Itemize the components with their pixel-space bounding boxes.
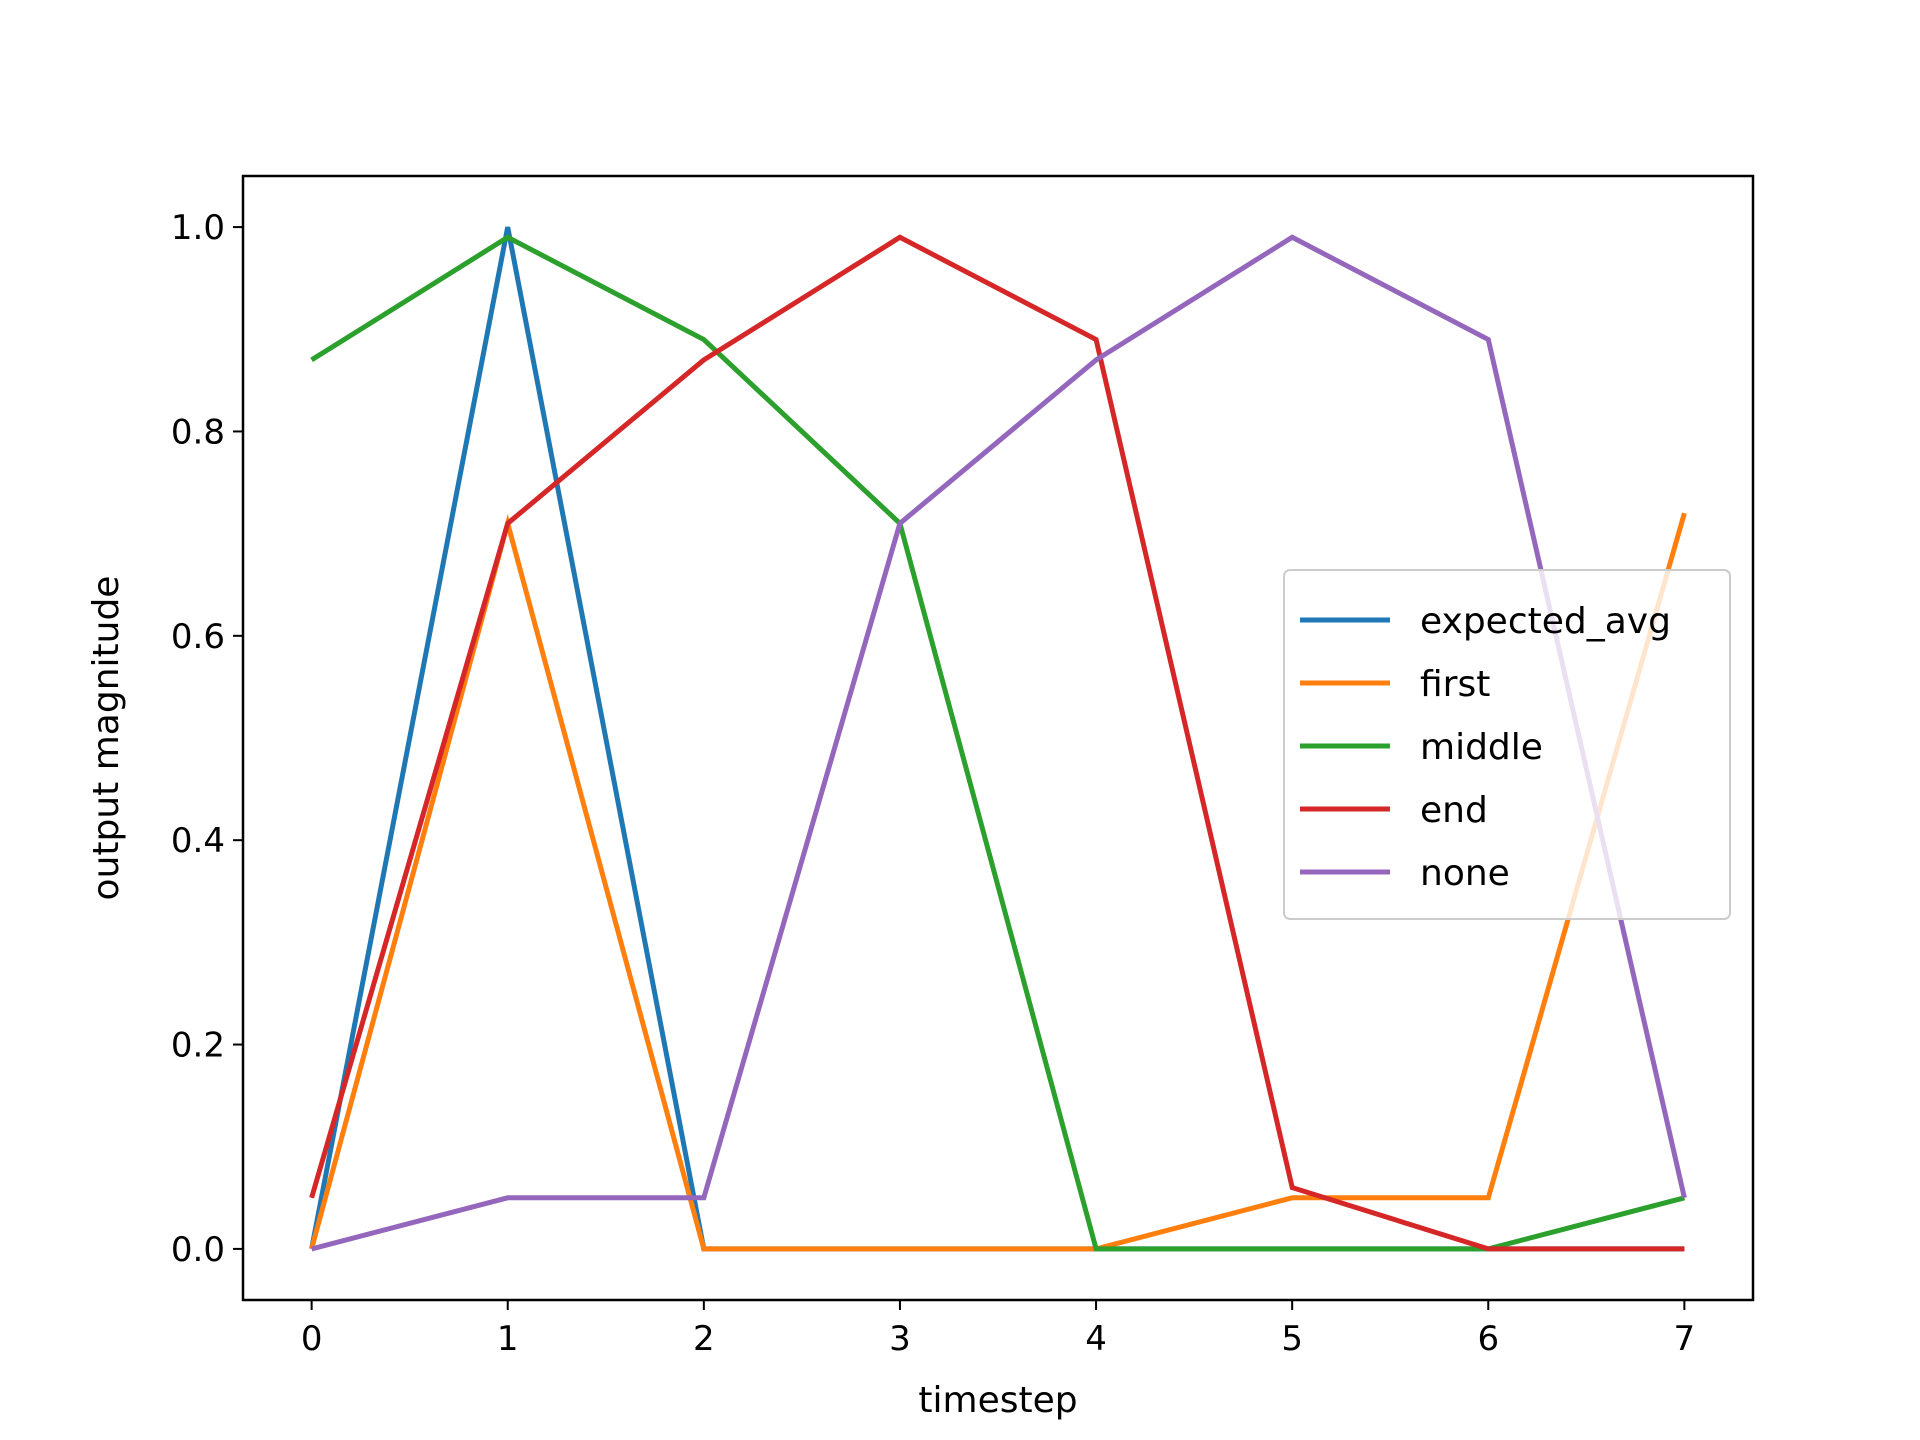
series-line-none xyxy=(310,234,1687,1252)
legend-label-none: none xyxy=(1420,853,1510,894)
x-tick-label: 4 xyxy=(1085,1319,1107,1359)
y-tick-label: 0.4 xyxy=(171,821,225,861)
x-tick-label: 6 xyxy=(1477,1319,1499,1359)
y-tick-label: 0.0 xyxy=(171,1230,225,1270)
legend-label-end: end xyxy=(1420,790,1488,831)
y-tick-label: 0.8 xyxy=(171,412,225,452)
legend-label-middle: middle xyxy=(1420,727,1543,768)
y-tick-label: 0.6 xyxy=(171,617,225,657)
x-axis-label: timestep xyxy=(918,1380,1077,1421)
legend-label-first: first xyxy=(1420,664,1490,705)
x-tick-label: 5 xyxy=(1281,1319,1303,1359)
x-tick-label: 3 xyxy=(889,1319,911,1359)
series-line-end xyxy=(309,234,1685,1252)
legend-box xyxy=(1283,569,1731,920)
y-tick-label: 0.2 xyxy=(171,1026,225,1066)
x-axis-ticks: 0 1 2 3 4 5 6 7 xyxy=(301,1300,1695,1359)
x-tick-label: 2 xyxy=(693,1319,715,1359)
x-tick-label: 0 xyxy=(301,1319,323,1359)
y-tick-label: 1.0 xyxy=(171,208,225,248)
series-line-middle xyxy=(310,234,1686,1252)
axes-frame xyxy=(241,174,1755,1302)
series-layer xyxy=(309,226,1687,1252)
y-axis-label: output magnitude xyxy=(86,576,127,901)
legend-label-expected_avg: expected_avg xyxy=(1420,601,1671,642)
x-tick-label: 7 xyxy=(1674,1319,1696,1359)
y-axis-ticks: 0.0 0.2 0.4 0.6 0.8 1.0 xyxy=(171,208,243,1270)
x-tick-label: 1 xyxy=(497,1319,519,1359)
series-line-first xyxy=(309,512,1687,1252)
